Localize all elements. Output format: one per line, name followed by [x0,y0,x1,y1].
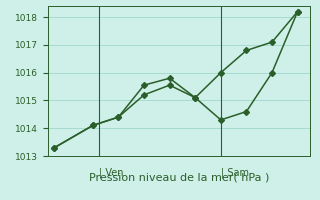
Text: | Sam: | Sam [221,168,249,179]
X-axis label: Pression niveau de la mer( hPa ): Pression niveau de la mer( hPa ) [89,173,269,183]
Text: | Ven: | Ven [99,168,124,179]
